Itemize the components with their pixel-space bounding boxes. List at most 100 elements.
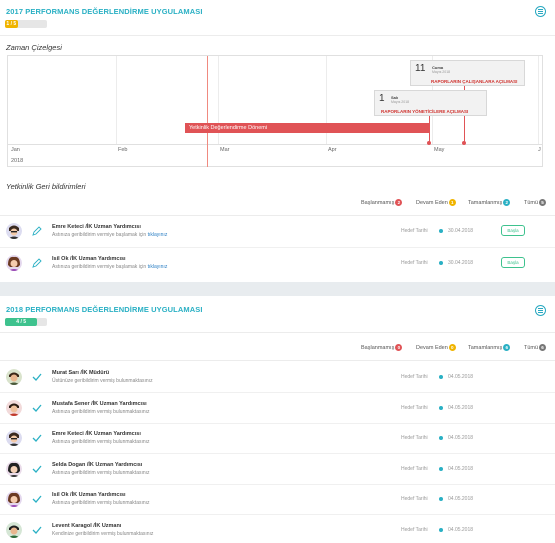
avatar <box>6 430 22 446</box>
evaluation-period-bar[interactable]: Yetkinlik Değerlendirme Dönemi <box>185 123 429 133</box>
target-date: 04.05.2018 <box>448 465 474 472</box>
month-label: Jan <box>11 147 20 153</box>
start-button[interactable]: Başla <box>501 225 525 236</box>
feedback-heading: Yetkinlik Geri bildirimleri <box>6 182 86 191</box>
section-title: 2017 PERFORMANS DEĞERLENDİRME UYGULAMASI <box>6 7 203 16</box>
row-subtitle: Astınıza geribildirim vermiş bulunmaktas… <box>52 469 150 476</box>
progress-bar: 1 / 5 <box>5 20 47 28</box>
employee-name: Mustafa Sener /İK Uzman Yardımcısı <box>52 400 147 407</box>
pencil-icon[interactable] <box>32 226 42 236</box>
target-date: 04.05.2018 <box>448 526 474 533</box>
month-label: May <box>434 147 445 153</box>
target-date-label: Hedef Tarihi <box>401 496 428 502</box>
menu-icon[interactable] <box>535 6 546 17</box>
event-date: Mayıs 2018 <box>391 100 410 104</box>
tab-not-started[interactable]: Başlanmamış 0 <box>361 344 403 356</box>
event-date: Mayıs 2018 <box>432 70 451 74</box>
row-subtitle: Kendinize geribildirim vermiş bulunmakta… <box>52 530 154 537</box>
avatar <box>6 491 22 507</box>
employee-name: Emre Keteci /İK Uzman Yardımcısı <box>52 224 141 230</box>
start-link[interactable]: tıklayınız <box>147 232 168 238</box>
status-dot <box>439 466 443 471</box>
status-dot <box>439 375 443 379</box>
row-subtitle: Astınıza geribildirim vermiş bulunmaktas… <box>52 500 150 506</box>
timeline-heading: Zaman Çizelgesi <box>6 43 62 52</box>
row-subtitle: Astınıza geribildirim vermiye başlamak i… <box>52 264 168 270</box>
avatar <box>6 369 22 385</box>
table-row: Selda Dogan /İK Uzman Yardımcısı Astınıza… <box>0 454 555 485</box>
employee-name: Levent Karagol /İK Uzmanı <box>52 522 122 529</box>
event-card[interactable]: 11 Cuma Mayıs 2018 RAPORLARIN ÇALIŞANLAR… <box>410 60 525 86</box>
count-badge: 2 <box>395 199 403 206</box>
row-subtitle: Astınıza geribildirim vermiş bulunmaktas… <box>52 439 150 445</box>
target-date-label: Hedef Tarihi <box>401 374 428 380</box>
target-date-label: Hedef Tarihi <box>401 465 428 472</box>
event-day: 1 <box>379 93 385 104</box>
month-label: Feb <box>118 147 128 153</box>
month-label: J <box>538 147 541 153</box>
status-dot <box>439 229 443 233</box>
checkmark-icon <box>32 434 42 442</box>
count-badge: 1 <box>448 199 456 206</box>
event-day-name: Cuma <box>432 65 444 70</box>
table-row: Isil Ok /İK Uzman Yardımcısı Astınıza ger… <box>0 484 555 515</box>
count-badge: 0 <box>395 344 403 351</box>
status-tabs: Başlanmamış 2 Devam Eden 1 Tamamlanmış 2 Tü… <box>0 199 555 216</box>
tab-completed[interactable]: Tamamlanmış 6 <box>463 344 515 361</box>
event-label: RAPORLARIN ÇALIŞANLARA AÇILMASI <box>431 79 518 84</box>
row-subtitle: Astınıza geribildirim vermiş bulunmaktas… <box>52 408 150 415</box>
performance-2017-panel: 2017 PERFORMANS DEĞERLENDİRME UYGULAMASI… <box>0 6 555 271</box>
month-label: Mar <box>220 147 230 153</box>
employee-name: Selda Dogan /İK Uzman Yardımcısı <box>52 461 143 468</box>
event-label: RAPORLARIN YÖNETİCİLERE AÇILMASI <box>381 109 469 114</box>
employee-name: Isil Ok /İK Uzman Yardımcısı <box>52 256 126 262</box>
today-marker <box>207 56 208 167</box>
target-date: 04.05.2018 <box>448 435 474 441</box>
calendar-icon[interactable] <box>535 305 546 316</box>
status-dot <box>439 261 443 265</box>
tab-all[interactable]: Tümü 6 <box>524 344 547 356</box>
row-separator <box>0 453 555 454</box>
employee-name: Isil Ok /İK Uzman Yardımcısı <box>52 492 126 498</box>
count-badge: 6 <box>503 344 511 351</box>
status-dot <box>439 527 443 532</box>
row-separator <box>0 422 555 424</box>
target-date: 30.04.2018 <box>448 260 474 266</box>
tab-completed[interactable]: Tamamlanmış 2 <box>468 199 511 211</box>
pencil-icon[interactable] <box>32 258 42 268</box>
timeline-chart: Jan Feb Mar Apr May J 2018 Yetkinlik Değ… <box>7 55 543 167</box>
tab-all[interactable]: Tümü 5 <box>524 199 547 211</box>
count-badge: 0 <box>448 344 456 351</box>
progress-fill: 4 / 5 <box>5 318 38 326</box>
checkmark-icon <box>32 495 42 503</box>
checkmark-icon <box>32 526 42 534</box>
employee-name: Emre Keteci /İK Uzman Yardımcısı <box>52 431 141 437</box>
row-separator <box>0 392 555 393</box>
tab-not-started[interactable]: Başlanmamış 2 <box>356 199 407 216</box>
avatar <box>6 399 22 416</box>
count-badge: 5 <box>539 199 547 206</box>
year-label: 2018 <box>11 158 24 164</box>
target-date: 04.05.2018 <box>448 374 474 380</box>
target-date-label: Hedef Tarihi <box>401 260 428 266</box>
status-dot <box>439 405 443 410</box>
tab-in-progress[interactable]: Devam Eden 1 <box>416 199 456 211</box>
event-stem <box>429 116 430 142</box>
target-date-label: Hedef Tarihi <box>401 526 428 533</box>
event-card[interactable]: 1 Salı Mayıs 2018 RAPORLARIN YÖNETİCİLER… <box>374 90 487 116</box>
target-date-label: Hedef Tarihi <box>401 404 428 411</box>
tab-in-progress[interactable]: Devam Eden 0 <box>416 344 456 356</box>
start-button[interactable]: Başla <box>501 257 525 268</box>
avatar <box>6 223 22 239</box>
checkmark-icon <box>32 404 42 412</box>
status-dot <box>439 497 443 501</box>
start-link[interactable]: tıklayınız <box>147 264 168 270</box>
count-badge: 2 <box>503 199 511 206</box>
row-separator <box>0 483 555 485</box>
checkmark-icon <box>32 465 42 473</box>
section-divider <box>0 282 555 296</box>
event-day-name: Salı <box>391 95 399 100</box>
month-label: Apr <box>328 147 337 153</box>
table-row: Levent Karagol /İK Uzmanı Kendinize gerib… <box>0 515 555 543</box>
target-date-label: Hedef Tarihi <box>401 228 428 234</box>
